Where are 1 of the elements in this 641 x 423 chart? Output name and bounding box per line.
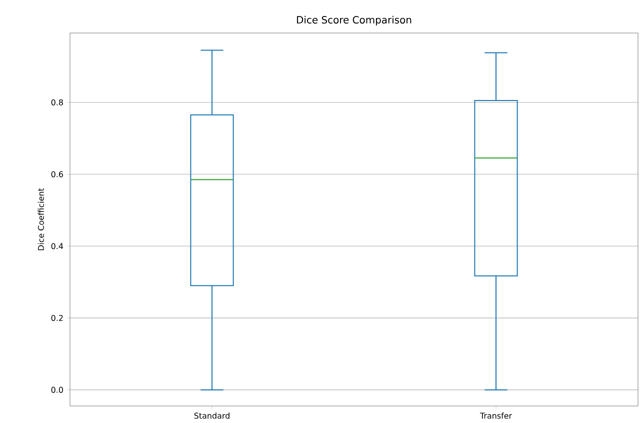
- chart-title: Dice Score Comparison: [297, 16, 412, 26]
